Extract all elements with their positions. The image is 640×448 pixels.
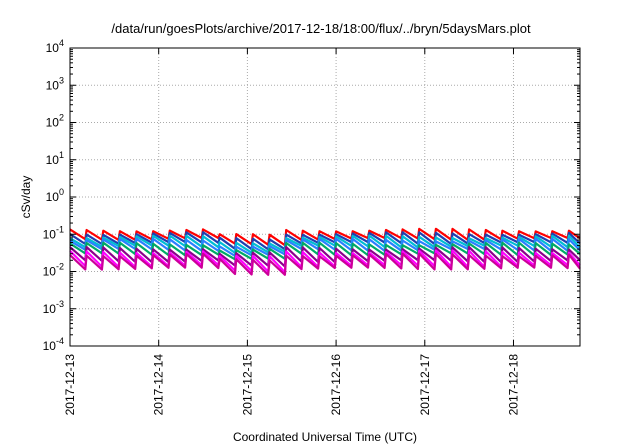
y-tick-label: 10-1 <box>43 224 64 241</box>
y-tick-label: 101 <box>46 150 64 167</box>
series-line <box>69 241 581 261</box>
y-tick-label: 10-4 <box>43 336 64 353</box>
y-tick-label: 100 <box>46 187 64 204</box>
series-line <box>69 246 581 268</box>
x-tick-label: 2017-12-16 <box>329 354 343 416</box>
y-tick-label: 103 <box>46 75 64 92</box>
y-tick-label: 104 <box>46 38 64 55</box>
y-axis-label: cSv/day <box>19 176 33 219</box>
series-line <box>69 231 581 251</box>
series-line <box>69 249 581 274</box>
x-tick-label: 2017-12-13 <box>63 354 77 416</box>
ticks: 10-4 10-3 10-2 10-1 100 101 102 103 104 2017-12-1… <box>43 38 580 415</box>
series-line <box>69 234 581 254</box>
y-tick-label: 102 <box>46 113 64 130</box>
x-tick-label: 2017-12-15 <box>240 354 254 416</box>
series-line <box>69 237 581 257</box>
x-tick-label: 2017-12-14 <box>152 354 166 416</box>
x-tick-label: 2017-12-18 <box>506 354 520 416</box>
chart-title: /data/run/goesPlots/archive/2017-12-18/1… <box>111 21 531 36</box>
grid <box>70 48 580 346</box>
x-axis-label: Coordinated Universal Time (UTC) <box>233 430 417 444</box>
x-tick-label: 2017-12-17 <box>418 354 432 416</box>
y-tick-label: 10-2 <box>43 262 64 279</box>
series-line <box>69 252 581 276</box>
series-group <box>69 227 581 276</box>
y-tick-label: 10-3 <box>43 299 64 316</box>
series-line <box>69 227 581 247</box>
